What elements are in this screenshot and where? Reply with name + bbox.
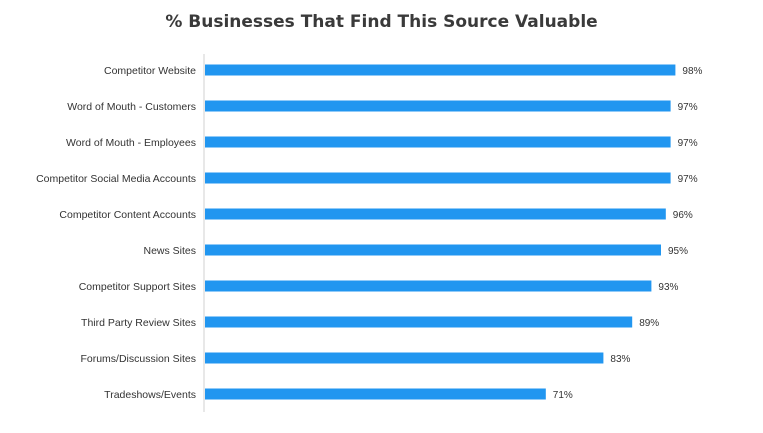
bar <box>205 244 661 256</box>
value-label: 96% <box>673 210 693 221</box>
bar <box>205 208 666 220</box>
value-label: 98% <box>682 66 702 77</box>
bar <box>205 64 676 76</box>
category-label: News Sites <box>143 245 196 257</box>
category-label: Word of Mouth - Employees <box>66 137 196 149</box>
category-label: Competitor Content Accounts <box>59 209 196 221</box>
category-label: Word of Mouth - Customers <box>67 101 196 113</box>
category-label: Competitor Website <box>104 65 196 77</box>
bar <box>205 316 633 328</box>
bar <box>205 136 671 148</box>
category-label: Competitor Support Sites <box>79 281 196 293</box>
category-label: Forums/Discussion Sites <box>80 353 196 365</box>
value-label: 89% <box>639 318 659 329</box>
value-label: 97% <box>678 174 698 185</box>
value-label: 97% <box>678 138 698 149</box>
value-label: 93% <box>658 282 678 293</box>
bar <box>205 100 671 112</box>
value-label: 83% <box>610 354 630 365</box>
bar <box>205 388 546 400</box>
bar <box>205 172 671 184</box>
value-label: 97% <box>678 102 698 113</box>
value-label: 71% <box>553 390 573 401</box>
value-label: 95% <box>668 246 688 257</box>
bar <box>205 280 652 292</box>
category-label: Tradeshows/Events <box>104 389 196 401</box>
category-label: Third Party Review Sites <box>81 317 196 329</box>
bar <box>205 352 604 364</box>
chart-title: % Businesses That Find This Source Valua… <box>165 12 598 32</box>
category-label: Competitor Social Media Accounts <box>36 173 196 185</box>
